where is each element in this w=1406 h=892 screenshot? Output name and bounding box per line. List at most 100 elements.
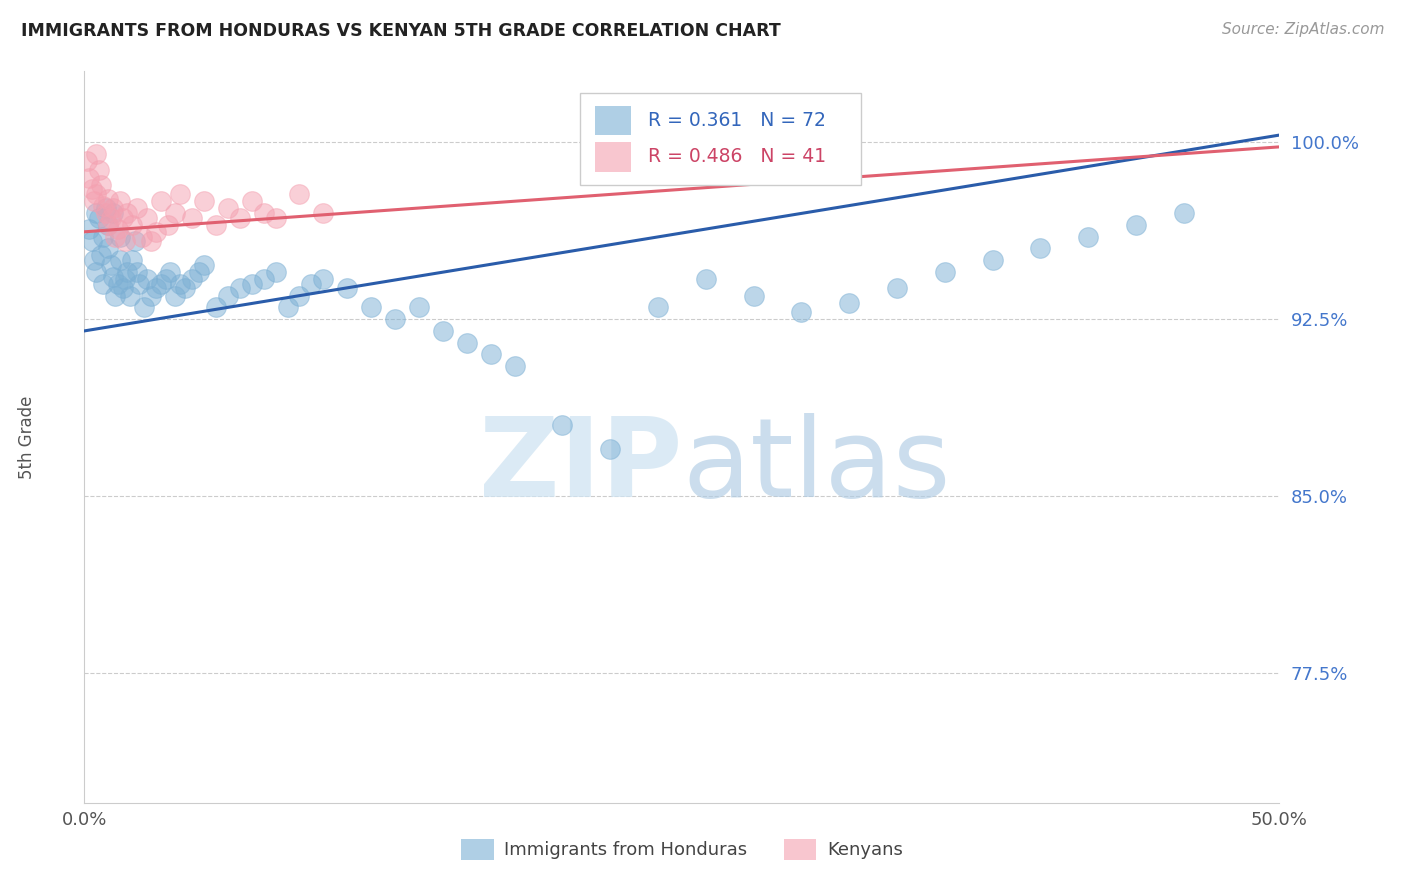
FancyBboxPatch shape bbox=[581, 94, 862, 185]
Point bbox=[104, 288, 127, 302]
Point bbox=[1077, 229, 1099, 244]
Point bbox=[135, 272, 157, 286]
Point bbox=[1173, 206, 1195, 220]
Point bbox=[125, 265, 148, 279]
Point bbox=[981, 253, 1004, 268]
Point bbox=[149, 277, 172, 291]
Point bbox=[408, 301, 430, 315]
Point bbox=[87, 163, 110, 178]
Point bbox=[86, 187, 108, 202]
Point bbox=[742, 288, 765, 302]
Point bbox=[77, 222, 100, 236]
Point bbox=[87, 211, 110, 225]
Text: IMMIGRANTS FROM HONDURAS VS KENYAN 5TH GRADE CORRELATION CHART: IMMIGRANTS FROM HONDURAS VS KENYAN 5TH G… bbox=[21, 22, 780, 40]
Point bbox=[114, 272, 136, 286]
Text: atlas: atlas bbox=[682, 413, 950, 520]
Point bbox=[90, 248, 112, 262]
Point bbox=[264, 265, 287, 279]
Point bbox=[114, 234, 136, 248]
Point bbox=[145, 225, 167, 239]
Point bbox=[205, 301, 228, 315]
Point bbox=[217, 201, 239, 215]
Point bbox=[80, 234, 103, 248]
Point bbox=[312, 206, 335, 220]
FancyBboxPatch shape bbox=[595, 106, 630, 135]
Text: R = 0.486   N = 41: R = 0.486 N = 41 bbox=[648, 147, 827, 167]
Point bbox=[90, 178, 112, 192]
Point bbox=[217, 288, 239, 302]
Point bbox=[97, 192, 120, 206]
Point bbox=[165, 288, 187, 302]
Point bbox=[141, 234, 163, 248]
FancyBboxPatch shape bbox=[595, 143, 630, 171]
Point bbox=[169, 187, 191, 202]
Point bbox=[253, 206, 276, 220]
Point bbox=[94, 201, 117, 215]
Point bbox=[159, 265, 181, 279]
Point bbox=[93, 229, 115, 244]
Point bbox=[77, 170, 100, 185]
Point bbox=[93, 199, 115, 213]
Point bbox=[100, 258, 122, 272]
Point bbox=[125, 201, 148, 215]
Point bbox=[551, 418, 574, 433]
Point bbox=[104, 229, 127, 244]
Point bbox=[181, 211, 204, 225]
Point bbox=[456, 335, 478, 350]
Point bbox=[886, 281, 908, 295]
Point bbox=[117, 206, 139, 220]
Point bbox=[838, 295, 860, 310]
Point bbox=[97, 218, 120, 232]
Point bbox=[111, 281, 134, 295]
Point bbox=[599, 442, 621, 456]
Point bbox=[253, 272, 276, 286]
Point bbox=[240, 194, 263, 208]
Point bbox=[229, 211, 252, 225]
Point bbox=[934, 265, 956, 279]
Point bbox=[121, 218, 143, 232]
Point bbox=[83, 194, 105, 208]
Point bbox=[101, 206, 124, 220]
Point bbox=[647, 301, 669, 315]
Point bbox=[790, 305, 813, 319]
Text: 5th Grade: 5th Grade bbox=[18, 395, 37, 479]
Point bbox=[288, 187, 311, 202]
Point bbox=[240, 277, 263, 291]
Point bbox=[479, 347, 502, 361]
Point bbox=[110, 194, 132, 208]
Point bbox=[111, 211, 134, 225]
Point bbox=[193, 258, 215, 272]
Point bbox=[93, 277, 115, 291]
Point bbox=[301, 277, 323, 291]
Point bbox=[107, 222, 129, 236]
Point bbox=[503, 359, 526, 374]
Text: Source: ZipAtlas.com: Source: ZipAtlas.com bbox=[1222, 22, 1385, 37]
Point bbox=[97, 218, 120, 232]
Point bbox=[149, 194, 172, 208]
Point bbox=[599, 140, 621, 154]
Point bbox=[86, 265, 108, 279]
Point bbox=[336, 281, 359, 295]
Point bbox=[132, 301, 156, 315]
Point bbox=[229, 281, 252, 295]
Point bbox=[432, 324, 454, 338]
Point bbox=[384, 312, 406, 326]
Point bbox=[145, 281, 167, 295]
Point bbox=[1125, 218, 1147, 232]
Point bbox=[117, 265, 139, 279]
Point bbox=[100, 211, 122, 225]
Point bbox=[264, 211, 287, 225]
Point bbox=[181, 272, 204, 286]
Point bbox=[83, 253, 105, 268]
Point bbox=[94, 206, 117, 220]
Point bbox=[165, 206, 187, 220]
Point bbox=[360, 301, 382, 315]
Point bbox=[80, 182, 103, 196]
Point bbox=[118, 288, 141, 302]
Point bbox=[277, 301, 299, 315]
Point bbox=[193, 194, 215, 208]
Point bbox=[101, 269, 124, 284]
Point bbox=[205, 218, 228, 232]
Point bbox=[110, 229, 132, 244]
Point bbox=[86, 147, 108, 161]
